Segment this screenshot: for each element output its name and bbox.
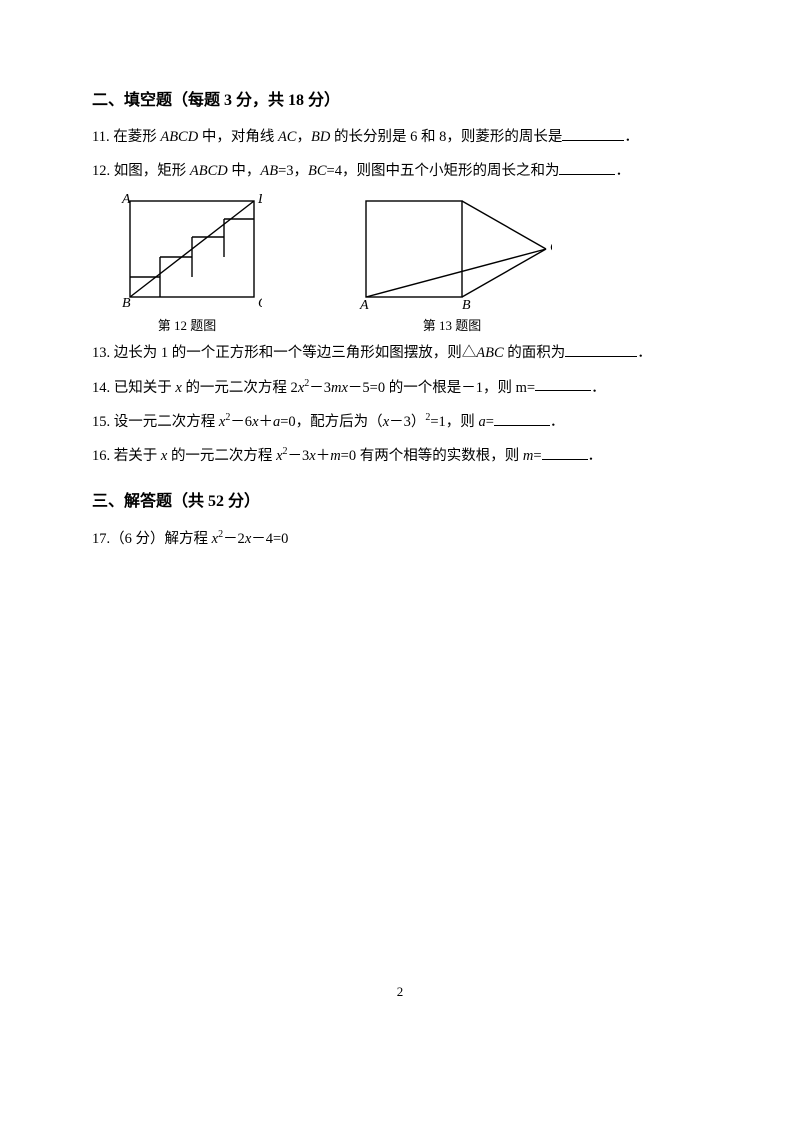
section-3-heading: 三、解答题（共 52 分） [92,487,710,511]
q15-b: －6 [230,414,252,430]
question-17: 17.（6 分）解方程 x2－2x－4=0 [92,525,710,553]
q15-a2: a [478,414,485,430]
q16-blank [542,446,588,460]
q11-b: 中，对角线 [198,129,278,145]
q16-c: －3 [288,448,310,464]
q15-num: 15. [92,414,110,430]
q11-bd: BD [311,129,330,145]
q14-blank [535,377,591,391]
q16-d: ＋ [316,448,331,464]
q16-m2: m [523,448,533,464]
q12-a: 如图，矩形 [110,163,190,179]
q11-num: 11. [92,129,110,145]
q14-a: 已知关于 [110,379,175,395]
svg-text:C: C [550,240,552,255]
q15-d: =0，配方后为（ [280,414,382,430]
q12-blank [559,161,615,175]
figure-13-caption: 第 13 题图 [352,315,552,334]
svg-text:D: D [257,192,262,207]
svg-text:B: B [122,296,131,311]
q13-b: 的面积为 [504,345,566,361]
q12-num: 12. [92,163,110,179]
q16-period: ． [588,448,603,464]
figure-12-svg: A D B C [112,191,262,311]
q17-a: （6 分）解方程 [110,531,212,547]
q12-c: =3， [278,163,308,179]
q14-c: －3 [309,379,331,395]
q16-a: 若关于 [110,448,161,464]
figure-13: A B C 第 13 题图 [352,191,552,334]
q16-m1: m [330,448,340,464]
question-15: 15. 设一元二次方程 x2－6x＋a=0，配方后为（x－3）2=1，则 a=． [92,408,710,436]
page-number: 2 [0,984,800,1000]
q15-c: ＋ [259,414,274,430]
q14-mx: mx [331,379,348,395]
q17-num: 17. [92,531,110,547]
q12-ab: AB [260,163,278,179]
q15-f: =1，则 [430,414,478,430]
q13-num: 13. [92,345,110,361]
question-14: 14. 已知关于 x 的一元二次方程 2x2－3mx－5=0 的一个根是－1，则… [92,374,710,402]
svg-text:C: C [258,296,262,311]
q12-period: ． [615,163,630,179]
q13-period: ． [637,345,652,361]
q11-abcd: ABCD [160,129,198,145]
q13-a: 边长为 1 的一个正方形和一个等边三角形如图摆放，则△ [110,345,476,361]
q11-d: 的长分别是 6 和 8，则菱形的周长是 [330,129,562,145]
q13-blank [565,343,637,357]
q15-blank [494,412,550,426]
question-13: 13. 边长为 1 的一个正方形和一个等边三角形如图摆放，则△ABC 的面积为 ． [92,340,710,368]
q14-num: 14. [92,379,110,395]
q14-d: －5=0 的一个根是－1，则 m= [348,379,535,395]
page: 二、填空题（每题 3 分，共 18 分） 11. 在菱形 ABCD 中，对角线 … [0,0,800,1046]
figure-12: A D B C 第 12 题图 [112,191,262,334]
q16-b: 的一元二次方程 [167,448,276,464]
figure-12-caption: 第 12 题图 [112,315,262,334]
q11-ac: AC [278,129,297,145]
q14-b: 的一元二次方程 2 [182,379,298,395]
q11-blank [562,127,624,141]
q16-f: = [533,448,541,464]
q13-abc: ABC [476,345,503,361]
figures-row: A D B C 第 12 题图 A B C 第 13 题图 [112,191,710,334]
q12-abcd: ABCD [190,163,228,179]
q12-d: =4，则图中五个小矩形的周长之和为 [327,163,560,179]
question-12: 12. 如图，矩形 ABCD 中，AB=3，BC=4，则图中五个小矩形的周长之和… [92,158,710,186]
q11-period: ． [624,129,639,145]
figure-13-svg: A B C [352,191,552,311]
section-2-heading: 二、填空题（每题 3 分，共 18 分） [92,86,710,110]
q17-b: －2 [223,531,245,547]
q17-c: －4=0 [251,531,288,547]
q11-c: ， [296,129,311,145]
svg-text:A: A [359,298,369,311]
q15-a: 设一元二次方程 [110,414,219,430]
svg-text:B: B [462,298,471,311]
q15-period: ． [550,414,565,430]
q14-period: ． [591,379,606,395]
question-11: 11. 在菱形 ABCD 中，对角线 AC，BD 的长分别是 6 和 8，则菱形… [92,124,710,152]
svg-text:A: A [121,192,131,207]
question-16: 16. 若关于 x 的一元二次方程 x2－3x＋m=0 有两个相等的实数根，则 … [92,442,710,470]
q12-bc: BC [308,163,327,179]
q16-e: =0 有两个相等的实数根，则 [341,448,523,464]
q12-b: 中， [228,163,261,179]
q11-a: 在菱形 [110,129,161,145]
q16-num: 16. [92,448,110,464]
q15-e: －3） [389,414,425,430]
q15-g: = [486,414,494,430]
